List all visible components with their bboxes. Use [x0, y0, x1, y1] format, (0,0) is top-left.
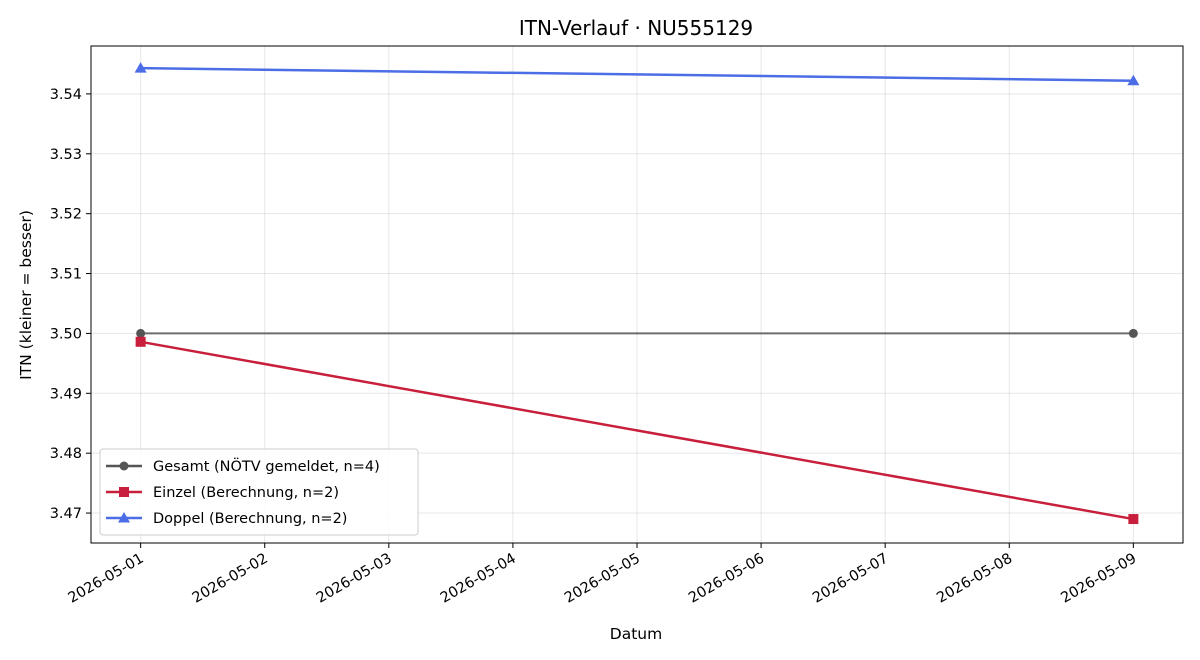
x-tick-label: 2026-05-08 [934, 551, 1015, 607]
chart-title: ITN-Verlauf · NU555129 [519, 16, 753, 40]
legend: Gesamt (NÖTV gemeldet, n=4) Einzel (Berec… [99, 448, 419, 536]
y-tick-label: 3.53 [50, 147, 82, 163]
series-line [140, 340, 1134, 521]
y-tick-label: 3.47 [50, 506, 82, 522]
legend-marker [119, 487, 129, 497]
x-axis-label: Datum [610, 625, 662, 643]
y-axis: 3.47 3.48 3.49 3.50 3.51 3.52 3.53 3.54 [50, 87, 91, 522]
y-tick-label: 3.50 [50, 326, 82, 342]
y-tick-label: 3.54 [50, 87, 82, 103]
legend-item: Doppel (Berechnung, n=2) [106, 511, 347, 527]
legend-marker [119, 461, 129, 471]
x-tick-label: 2026-05-01 [66, 551, 147, 607]
series-triangle [134, 62, 1140, 86]
x-tick-label: 2026-05-03 [314, 551, 395, 607]
grid-lines [91, 46, 1183, 543]
legend-item: Gesamt (NÖTV gemeldet, n=4) [106, 457, 380, 475]
data-point [1127, 74, 1140, 86]
x-tick-label: 2026-05-07 [810, 551, 891, 607]
series-line [140, 66, 1134, 82]
x-tick-label: 2026-05-09 [1058, 551, 1139, 607]
x-tick-label: 2026-05-06 [686, 551, 767, 607]
y-tick-label: 3.52 [50, 207, 82, 223]
data-point [1128, 328, 1138, 338]
legend-box [99, 448, 419, 536]
data-point [136, 328, 146, 338]
data-point [134, 62, 147, 73]
data-point [1128, 514, 1139, 525]
x-tick-label: 2026-05-04 [438, 551, 519, 607]
series-layer [134, 62, 1140, 525]
legend-label: Doppel (Berechnung, n=2) [153, 511, 347, 527]
y-tick-label: 3.48 [50, 446, 82, 462]
y-tick-label: 3.51 [50, 267, 82, 283]
legend-marker [118, 512, 130, 523]
y-tick-label: 3.49 [50, 386, 82, 402]
series-square [135, 336, 1139, 525]
y-axis-label: ITN (kleiner = besser) [17, 210, 35, 380]
x-tick-label: 2026-05-02 [190, 551, 271, 607]
legend-label: Gesamt (NÖTV gemeldet, n=4) [153, 457, 380, 475]
x-tick-label: 2026-05-05 [562, 551, 643, 607]
legend-item: Einzel (Berechnung, n=2) [106, 485, 339, 501]
x-axis: 2026-05-01 2026-05-02 2026-05-03 2026-05-04… [66, 543, 1139, 607]
legend-label: Einzel (Berechnung, n=2) [153, 485, 339, 501]
series-circle [136, 328, 1138, 338]
data-point [135, 336, 146, 347]
